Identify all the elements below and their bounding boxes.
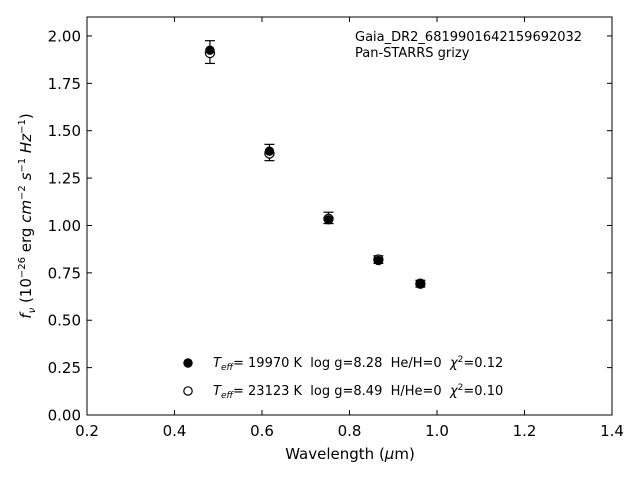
x-tick-label: 0.4 [163,422,187,440]
filled-marker-point [205,45,215,55]
plot-area: 0.2 0.4 0.6 0.8 1.0 1.2 1.4 0.00 0.25 0.50 0.75 1.0… [48,16,624,440]
x-tick-label: 1.0 [425,422,449,440]
legend-entry-2: Teff= 23123 K log g=8.49 H/He=0 χ2=0.10 [213,383,503,401]
annotation-line-2: Pan-STARRS grizy [355,46,470,61]
y-tick-label: 0.75 [48,264,81,282]
filled-marker-point [415,278,426,289]
x-tick-label: 1.2 [513,422,537,440]
y-tick-label: 2.00 [48,27,81,45]
annotation-line-1: Gaia_DR2_6819901642159692032 [355,30,582,45]
filled-marker-point [323,215,334,225]
legend: Teff= 19970 K log g=8.28 He/H=0 χ2=0.12 … [183,355,503,401]
y-tick-label: 0.00 [48,407,81,425]
y-tick-label: 1.25 [48,170,81,188]
legend-marker-filled [183,358,193,368]
y-tick-label: 0.25 [48,359,81,377]
x-tick-label: 0.2 [75,422,99,440]
x-tick-label: 0.8 [338,422,362,440]
legend-entry-1: Teff= 19970 K log g=8.28 He/H=0 χ2=0.12 [213,355,503,373]
filled-marker-point [373,255,384,266]
y-tick-label: 1.00 [48,217,81,235]
y-axis-title: fν (10−26 erg cm−2 s−1 Hz−1) [17,113,38,318]
y-tick-label: 1.50 [48,122,81,140]
legend-marker-open [183,386,193,396]
y-tick-label: 1.75 [48,75,81,93]
filled-marker-point [264,146,275,156]
x-tick-label: 0.6 [250,422,274,440]
x-tick-label: 1.4 [600,422,624,440]
y-tick-label: 0.50 [48,312,81,330]
x-axis-title: Wavelength (μm) [285,445,415,463]
